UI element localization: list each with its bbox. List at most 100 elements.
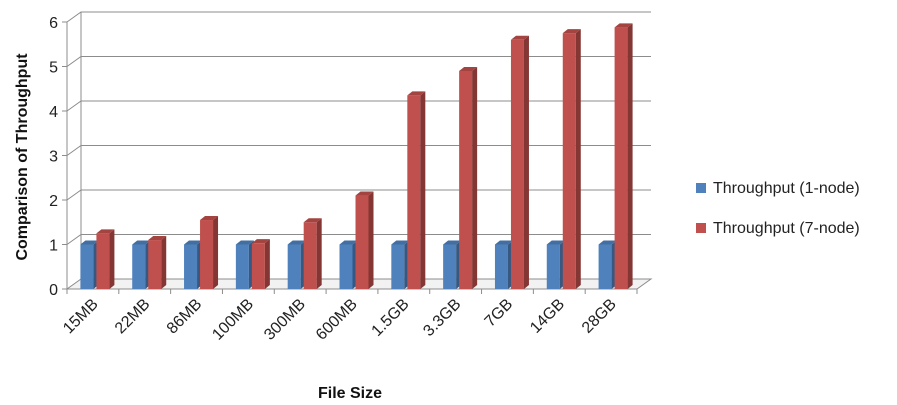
bar-side xyxy=(161,236,167,289)
y-tick-label: 3 xyxy=(49,149,58,166)
bar-front xyxy=(494,244,508,289)
bar-front xyxy=(132,244,146,289)
x-tick-label: 3.3GB xyxy=(420,296,464,340)
bar-top xyxy=(132,240,151,245)
bar xyxy=(96,229,115,289)
bar xyxy=(443,240,462,289)
bar xyxy=(287,240,306,289)
legend-label-series-2: Throughput (7-node) xyxy=(713,220,860,237)
y-tick-label: 6 xyxy=(49,15,58,32)
bar xyxy=(200,216,219,289)
bar-front xyxy=(562,33,576,289)
bar xyxy=(546,240,565,289)
x-tick-label: 15MB xyxy=(60,296,102,338)
bar-top xyxy=(287,240,306,245)
bar xyxy=(80,240,99,289)
bar-front xyxy=(598,244,612,289)
legend-swatch-series-1 xyxy=(696,183,706,193)
bar-top xyxy=(443,240,462,245)
bar-side xyxy=(472,66,478,289)
bar-side xyxy=(213,216,219,289)
bar-side xyxy=(420,91,426,289)
bar xyxy=(184,240,203,289)
bar-top xyxy=(546,240,565,245)
bar-top xyxy=(235,240,254,245)
bar xyxy=(355,191,374,289)
bar-front xyxy=(235,244,249,289)
bar xyxy=(132,240,151,289)
bar-front xyxy=(355,195,369,289)
bar-top xyxy=(355,191,374,196)
bar xyxy=(614,23,633,290)
legend-swatch-series-2 xyxy=(696,223,706,233)
bar-side xyxy=(109,229,115,289)
bar-front xyxy=(614,27,628,290)
bar-side xyxy=(523,35,529,289)
bar-front xyxy=(391,244,405,289)
x-tick-label: 22MB xyxy=(112,296,154,338)
x-tick-label: 86MB xyxy=(164,296,206,338)
bar xyxy=(251,239,270,289)
x-tick-label: 28GB xyxy=(579,296,620,337)
bar-top xyxy=(391,240,410,245)
legend-label-series-1: Throughput (1-node) xyxy=(713,180,860,197)
bar-top xyxy=(184,240,203,245)
bar xyxy=(303,218,322,289)
bar xyxy=(598,240,617,289)
x-tick-label: 300MB xyxy=(261,296,309,344)
bar-top xyxy=(614,23,633,28)
bar-front xyxy=(80,244,94,289)
bar-front xyxy=(339,244,353,289)
bar-top xyxy=(80,240,99,245)
bar-side xyxy=(264,239,270,289)
bar-top xyxy=(339,240,358,245)
bar-front xyxy=(407,95,421,289)
x-tick-label: 100MB xyxy=(209,296,257,344)
bar-top xyxy=(510,35,529,40)
bar-front xyxy=(303,222,317,289)
bars xyxy=(80,23,633,290)
bar xyxy=(407,91,426,289)
y-tick-label: 0 xyxy=(49,282,58,299)
bar-front xyxy=(148,240,162,289)
bar-front xyxy=(184,244,198,289)
bar-side xyxy=(316,218,322,289)
y-tick-label: 4 xyxy=(49,104,58,121)
bar-front xyxy=(546,244,560,289)
bar-side xyxy=(627,23,633,290)
bar-top xyxy=(200,216,219,221)
y-tick-label: 5 xyxy=(49,60,58,77)
x-tick-label: 7GB xyxy=(482,296,517,331)
bar-side xyxy=(368,191,374,289)
bar-top xyxy=(251,239,270,244)
bar xyxy=(391,240,410,289)
y-tick-labels: 0 1 2 3 4 5 6 xyxy=(49,15,58,299)
legend: Throughput (1-node) Throughput (7-node) xyxy=(696,180,860,237)
bar xyxy=(494,240,513,289)
y-tick-label: 1 xyxy=(49,238,58,255)
bar xyxy=(235,240,254,289)
x-axis-title: File Size xyxy=(318,385,382,402)
bar-top xyxy=(598,240,617,245)
bar xyxy=(562,29,581,289)
bar-front xyxy=(96,233,110,289)
bar-top xyxy=(494,240,513,245)
bar-front xyxy=(510,39,524,289)
bar-front xyxy=(200,220,214,289)
gridline xyxy=(66,11,651,23)
x-tick-label: 1.5GB xyxy=(369,296,413,340)
bar xyxy=(148,236,167,289)
bar-top xyxy=(407,91,426,96)
bar-front xyxy=(251,243,265,289)
bar-side xyxy=(575,29,581,289)
x-tick-labels: 15MB 22MB 86MB 100MB 300MB 600MB 1.5GB 3.3GB 7GB… xyxy=(60,296,620,344)
bar xyxy=(510,35,529,289)
bar-front xyxy=(287,244,301,289)
y-axis-title: Comparison of Throughput xyxy=(14,53,31,261)
bar-front xyxy=(459,70,473,289)
bar-top xyxy=(96,229,115,234)
bar-top xyxy=(303,218,322,223)
bar-top xyxy=(562,29,581,34)
